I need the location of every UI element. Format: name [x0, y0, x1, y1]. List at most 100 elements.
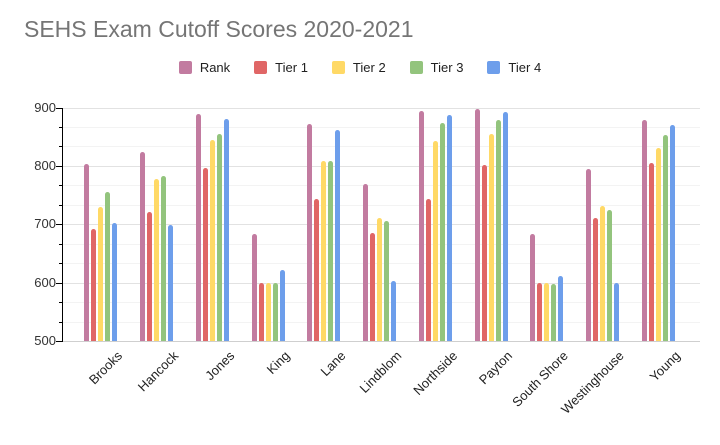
legend-item-tier-2[interactable]: Tier 2 — [331, 60, 386, 75]
y-axis-tick — [56, 165, 63, 167]
major-gridline — [63, 165, 700, 167]
bar-tier-4-payton[interactable] — [502, 111, 508, 341]
bar-tier-4-hancock[interactable] — [168, 225, 174, 341]
bar-tier-4-lane[interactable] — [335, 130, 341, 341]
bar-tier-1-king[interactable] — [258, 282, 264, 341]
bar-group-south-shore — [519, 234, 575, 341]
bar-tier-3-lane[interactable] — [328, 161, 334, 341]
bar-tier-1-lindblom[interactable] — [370, 233, 376, 341]
bar-tier-4-lindblom[interactable] — [391, 280, 397, 341]
bar-tier-3-brooks[interactable] — [105, 192, 111, 341]
bar-tier-4-westinghouse[interactable] — [613, 282, 619, 341]
bar-tier-1-northside[interactable] — [425, 198, 431, 341]
y-axis-tick — [56, 282, 63, 284]
bar-tier-1-payton[interactable] — [481, 164, 487, 341]
x-axis-label-payton: Payton — [476, 348, 516, 388]
y-axis-minor-tick — [59, 204, 63, 206]
legend-label: Tier 4 — [508, 60, 542, 75]
minor-gridline — [63, 204, 700, 206]
bar-tier-3-young[interactable] — [662, 134, 668, 341]
bar-tier-1-westinghouse[interactable] — [592, 218, 598, 341]
bar-rank-hancock[interactable] — [140, 152, 146, 341]
legend-item-tier-3[interactable]: Tier 3 — [409, 60, 464, 75]
bar-rank-south-shore[interactable] — [530, 234, 536, 341]
bar-tier-2-westinghouse[interactable] — [599, 205, 605, 341]
legend: Rank Tier 1 Tier 2 Tier 3 Tier 4 — [0, 60, 720, 75]
legend-swatch-icon — [409, 61, 423, 74]
bar-tier-3-king[interactable] — [272, 282, 278, 341]
minor-gridline — [63, 185, 700, 187]
bar-tier-1-jones[interactable] — [202, 168, 208, 341]
bar-tier-3-payton[interactable] — [495, 120, 501, 341]
bar-tier-2-jones[interactable] — [209, 139, 215, 341]
bar-rank-payton[interactable] — [474, 108, 480, 341]
bar-group-westinghouse — [575, 168, 631, 341]
bar-tier-3-south-shore[interactable] — [551, 283, 557, 341]
major-gridline — [63, 341, 700, 342]
y-axis-minor-tick — [59, 126, 63, 128]
x-axis-label-northside: Northside — [409, 348, 460, 398]
y-axis-tick — [56, 107, 63, 109]
bar-rank-lindblom[interactable] — [363, 183, 369, 341]
legend-item-tier-4[interactable]: Tier 4 — [487, 60, 541, 75]
x-axis-label-jones: Jones — [201, 348, 237, 384]
bar-rank-westinghouse[interactable] — [585, 168, 591, 341]
bar-tier-3-northside[interactable] — [439, 123, 445, 341]
bar-tier-3-hancock[interactable] — [161, 176, 167, 341]
bar-rank-king[interactable] — [251, 234, 257, 341]
x-axis-label-lane: Lane — [317, 348, 349, 380]
bar-tier-2-payton[interactable] — [488, 133, 494, 341]
chart-title: SEHS Exam Cutoff Scores 2020-2021 — [24, 16, 414, 42]
bar-tier-2-brooks[interactable] — [98, 206, 104, 341]
bar-rank-northside[interactable] — [418, 111, 424, 341]
bar-group-lane — [296, 123, 352, 341]
bar-group-king — [240, 234, 296, 341]
bar-rank-lane[interactable] — [307, 123, 313, 341]
bar-tier-4-northside[interactable] — [446, 115, 452, 341]
legend-item-tier-1[interactable]: Tier 1 — [254, 60, 308, 75]
legend-item-rank[interactable]: Rank — [178, 60, 231, 75]
bar-tier-4-brooks[interactable] — [112, 223, 118, 341]
legend-label: Tier 3 — [430, 60, 464, 75]
bar-tier-1-hancock[interactable] — [147, 212, 153, 341]
x-axis-label-hancock: Hancock — [134, 348, 182, 395]
bar-tier-2-king[interactable] — [265, 282, 271, 341]
bar-groups — [73, 108, 686, 341]
bar-group-brooks — [73, 163, 129, 341]
legend-swatch-icon — [254, 61, 268, 74]
bar-tier-3-westinghouse[interactable] — [606, 210, 612, 341]
bar-tier-1-young[interactable] — [648, 162, 654, 341]
bar-group-northside — [407, 111, 463, 341]
bar-tier-1-brooks[interactable] — [91, 228, 97, 341]
bar-group-hancock — [129, 152, 185, 341]
bar-group-young — [630, 119, 686, 341]
bar-tier-4-south-shore[interactable] — [558, 276, 564, 341]
bar-tier-3-jones[interactable] — [216, 134, 222, 341]
x-axis-label-brooks: Brooks — [86, 348, 126, 388]
bar-tier-1-lane[interactable] — [314, 198, 320, 341]
bar-group-jones — [184, 113, 240, 341]
y-axis-label: 500 — [34, 333, 56, 348]
bar-tier-2-lane[interactable] — [321, 161, 327, 341]
legend-label: Rank — [199, 60, 231, 75]
bar-tier-2-hancock[interactable] — [154, 179, 160, 341]
bar-tier-4-young[interactable] — [669, 125, 675, 341]
bar-rank-young[interactable] — [641, 119, 647, 341]
y-axis-label: 900 — [34, 99, 56, 115]
bar-tier-2-south-shore[interactable] — [544, 282, 550, 341]
bar-rank-brooks[interactable] — [84, 163, 90, 341]
bar-tier-2-lindblom[interactable] — [377, 218, 383, 341]
bar-tier-2-young[interactable] — [655, 147, 661, 341]
y-axis-minor-tick — [59, 302, 63, 304]
y-axis-minor-tick — [59, 263, 63, 265]
bar-tier-3-lindblom[interactable] — [384, 221, 390, 341]
bar-tier-2-northside[interactable] — [432, 141, 438, 341]
bar-tier-1-south-shore[interactable] — [537, 282, 543, 341]
bar-rank-jones[interactable] — [195, 113, 201, 341]
bar-group-payton — [463, 108, 519, 341]
legend-label: Tier 1 — [275, 60, 308, 75]
bar-tier-4-king[interactable] — [279, 269, 285, 341]
x-axis-label-lindblom: Lindblom — [356, 348, 405, 396]
bar-tier-4-jones[interactable] — [223, 119, 229, 341]
y-axis-tick — [56, 341, 63, 342]
